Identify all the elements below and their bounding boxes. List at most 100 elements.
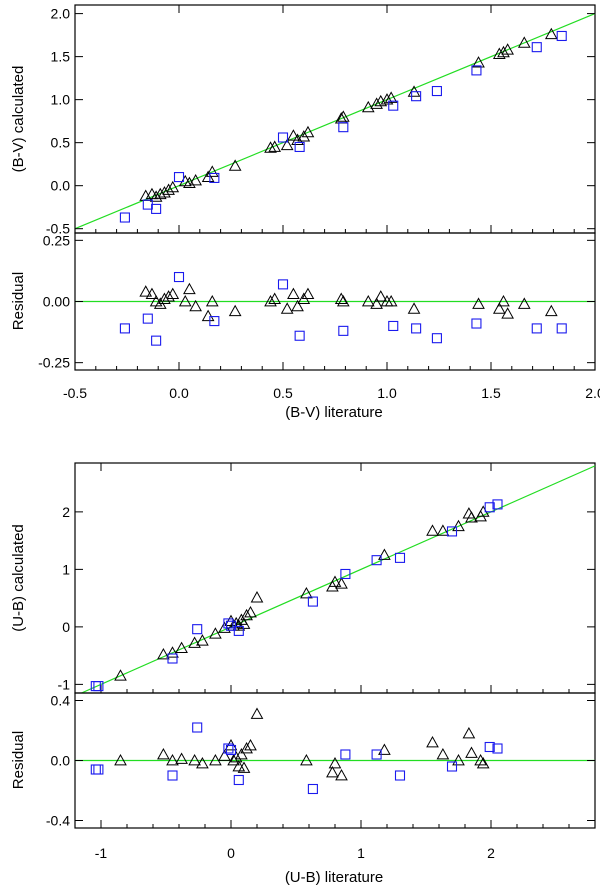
residual-triangle-point [175,752,188,764]
triangle-point [300,586,313,599]
triangle-point [237,617,251,629]
residual-triangle-point [237,761,251,773]
bv-top-square-series [119,30,567,223]
residual-triangle-point [384,294,398,307]
residual-triangle-point [517,297,531,309]
residual-square-point [431,333,442,344]
triangle-point [175,641,188,654]
square-point [471,65,482,76]
triangle-point [114,669,127,681]
residual-triangle-point [326,765,339,778]
residual-triangle-point [301,287,315,300]
residual-triangle-point [145,287,159,300]
residual-square-point [471,318,482,329]
residual-square-point [119,323,130,334]
triangle-point [472,56,485,68]
square-point [394,552,406,563]
ub-residual-y-axis-label: Residual [10,731,27,789]
residual-square-point [167,770,178,781]
residual-square-point [173,271,185,283]
residual-triangle-point [280,302,294,314]
residual-triangle-point [218,749,231,761]
residual-square-point [225,744,237,756]
ub-residual-ticks: -1 0 1 2 -0.4 0.0 0.4 [46,693,596,861]
square-point [446,526,458,537]
residual-triangle-point [370,297,383,309]
y-tick-label: 0.0 [51,178,71,194]
square-point [192,624,203,635]
residual-triangle-point [235,747,248,760]
y-tick-label: -0.4 [46,813,70,829]
residual-triangle-point [166,753,179,766]
residual-square-point [294,330,305,341]
y-tick-label: 0.0 [51,753,71,769]
bv-residual-y-axis-label: Residual [10,272,27,330]
triangle-point [264,141,277,153]
x-tick-label: 1.5 [481,385,501,401]
y-tick-label: 0.00 [43,294,70,310]
residual-triangle-point [465,746,478,758]
residual-triangle-point [407,302,421,314]
triangle-point [244,605,257,618]
residual-triangle-point [183,282,196,295]
ub-residual-square-series [90,722,503,795]
residual-square-point [93,764,104,775]
residual-triangle-point [544,304,558,317]
square-point [340,568,351,580]
triangle-point [287,129,300,141]
residual-triangle-point [374,290,388,302]
triangle-point [370,97,383,109]
x-tick-label: -1 [95,845,108,861]
triangle-point [328,575,342,587]
residual-square-point [556,323,567,334]
ub-chart: -1 0 1 2 (U-B) calculated -1 0 1 2 -0.4 0.0 0.4 R… [10,462,596,886]
triangle-point [426,524,439,536]
residual-triangle-point [162,290,175,302]
residual-triangle-point [462,726,476,739]
square-point [556,30,567,42]
residual-square-point [388,320,399,332]
ub-residual-plot: -1 0 1 2 -0.4 0.0 0.4 Residual [10,692,596,861]
residual-square-point [446,761,458,772]
residual-triangle-point [335,768,348,781]
ub-top-y-axis-label: (U-B) calculated [10,524,27,632]
residual-triangle-point [497,294,510,307]
residual-triangle-point [474,753,487,766]
triangle-point [240,608,253,621]
bv-x-axis-label: (B-V) literature [285,404,383,421]
residual-triangle-point [205,294,219,307]
square-point [167,653,178,664]
y-tick-label: 2 [62,504,70,520]
residual-square-point [209,316,220,327]
bv-calculated-plot: -0.5 0.0 0.5 1.0 1.5 2.0 (B-V) calculated [10,4,596,237]
residual-square-point [151,335,162,346]
residual-triangle-point [229,750,243,763]
y-tick-label: -0.5 [46,221,70,237]
ub-top-square-series [90,499,503,692]
residual-square-point [233,774,244,786]
y-tick-label: 0.5 [51,135,71,151]
square-point [294,141,305,153]
square-point [173,172,185,183]
residual-triangle-point [114,753,127,766]
residual-square-point [192,722,203,733]
square-point [484,502,495,513]
ub-residual-triangle-series [114,707,490,781]
residual-triangle-point [209,753,222,766]
residual-square-point [492,743,503,754]
residual-triangle-point [287,287,300,300]
x-tick-label: -0.5 [63,385,87,401]
square-point [233,625,244,636]
triangle-point [380,93,394,105]
residual-triangle-point [268,292,282,304]
bv-chart: -0.5 0.0 0.5 1.0 1.5 2.0 (B-V) calculated -0.… [10,4,600,421]
x-tick-label: 1.0 [377,385,397,401]
triangle-point [162,183,175,195]
residual-triangle-point [196,756,209,769]
x-tick-label: 0.5 [273,385,293,401]
residual-triangle-point [240,741,253,754]
triangle-point [335,577,348,589]
ub-top-frame [74,462,596,694]
residual-triangle-point [189,299,202,312]
residual-square-point [142,313,153,324]
